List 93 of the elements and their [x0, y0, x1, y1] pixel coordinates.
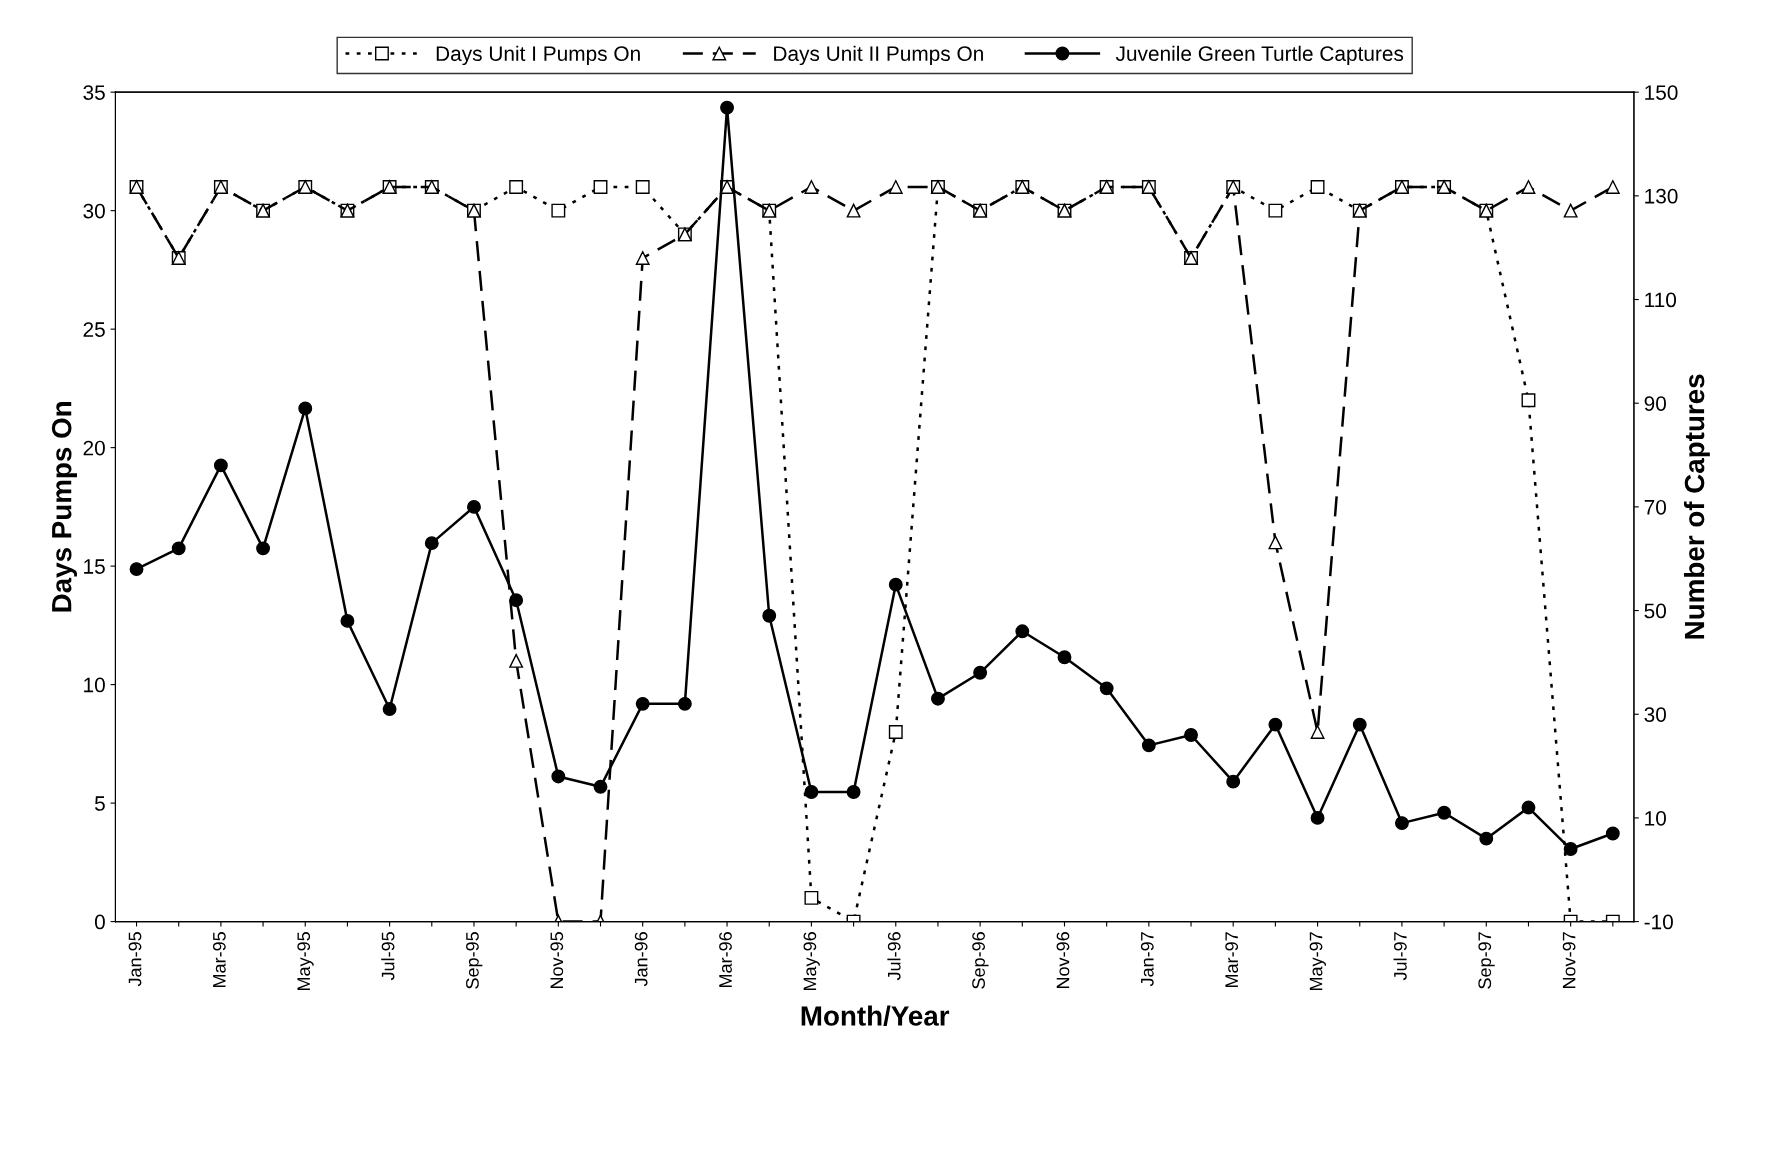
point [1184, 728, 1198, 742]
y2-tick-label: 90 [1644, 396, 1666, 411]
x-tick-label: Mar-95 [212, 932, 226, 988]
y2-tick-label: 110 [1645, 292, 1677, 308]
point [635, 696, 650, 711]
point [1268, 535, 1283, 550]
point [129, 562, 144, 577]
legend-label: Days Unit II Pumps On [774, 45, 983, 66]
point [1141, 738, 1156, 753]
point [762, 608, 777, 623]
point [1605, 826, 1620, 841]
point [424, 536, 439, 551]
point [593, 180, 608, 194]
y2-tick-label: 150 [1645, 85, 1678, 100]
point [973, 665, 988, 680]
point [213, 458, 228, 473]
point [635, 251, 650, 265]
point [509, 653, 524, 668]
y2-axis-title: Number of Captures [1683, 374, 1710, 639]
point [1521, 800, 1536, 815]
point [1605, 180, 1620, 194]
point [1226, 774, 1241, 789]
point [888, 180, 903, 194]
point [1268, 717, 1283, 732]
point [1268, 203, 1283, 218]
x-tick-label: Sep-96 [972, 932, 989, 989]
x-tick-label: Nov-97 [1562, 932, 1576, 989]
point [340, 613, 355, 628]
y2-tick-label: 130 [1645, 188, 1678, 204]
x-tick-label: Sep-97 [1478, 932, 1495, 989]
x-tick-label: Jan-97 [1140, 932, 1154, 987]
y2-tick-label: 30 [1644, 707, 1666, 722]
point [846, 203, 861, 218]
x-tick-label: May-97 [1309, 932, 1326, 991]
point [1310, 810, 1325, 825]
x-tick-label: Nov-96 [1056, 932, 1070, 989]
x-tick-label: Sep-95 [466, 932, 483, 989]
point [931, 691, 945, 706]
point [1479, 831, 1494, 846]
y2-tick-label: -10 [1644, 914, 1673, 930]
y-tick-label: 25 [83, 322, 105, 337]
point [509, 593, 524, 608]
y-tick-label: 0 [94, 914, 105, 930]
point [846, 785, 861, 799]
point [551, 203, 566, 218]
point [1394, 816, 1409, 831]
y-tick-label: 30 [83, 203, 105, 219]
x-tick-label: Mar-96 [719, 932, 732, 988]
point [804, 180, 819, 194]
point [467, 499, 481, 514]
point [509, 180, 524, 194]
legend-label: Days Unit I Pumps On [436, 45, 640, 66]
x-tick-label: Mar-97 [1225, 932, 1239, 988]
legend-label: Juvenile Green Turtle Captures [1115, 45, 1404, 66]
point [1310, 180, 1325, 194]
x-tick-label: Jul-95 [381, 932, 395, 981]
point [888, 577, 903, 592]
y-tick-label: 20 [83, 440, 105, 456]
y-tick-label: 5 [94, 796, 105, 811]
x-tick-label: Nov-95 [550, 932, 564, 989]
point [635, 180, 650, 194]
y-tick-label: 10 [84, 677, 105, 693]
point [1437, 805, 1452, 820]
y-tick-label: 35 [83, 85, 105, 100]
point [593, 779, 608, 794]
x-tick-label: May-95 [297, 932, 314, 991]
point [1521, 393, 1536, 408]
x-tick-label: Jan-95 [128, 932, 142, 987]
point [298, 401, 313, 416]
x-axis-title: Month/Year [801, 1005, 950, 1027]
point [382, 702, 397, 717]
point [256, 541, 271, 556]
x-tick-label: Jul-96 [887, 932, 901, 981]
y2-tick-label: 10 [1645, 810, 1666, 826]
point [1563, 842, 1578, 856]
point [1352, 717, 1367, 732]
point [551, 769, 566, 784]
point [1099, 681, 1114, 696]
point [804, 785, 819, 799]
x-tick-label: Jul-97 [1393, 932, 1407, 981]
point [1015, 624, 1030, 639]
point [1563, 203, 1578, 218]
x-tick-label: May-96 [803, 932, 820, 991]
point [1057, 650, 1072, 665]
point [677, 696, 692, 711]
point [720, 100, 734, 115]
y-tick-label: 15 [84, 559, 105, 574]
point [171, 541, 186, 556]
y2-tick-label: 70 [1644, 499, 1666, 515]
y-axis-title: Days Pumps On [51, 402, 77, 612]
y2-tick-label: 50 [1644, 603, 1666, 619]
x-tick-label: Jan-96 [634, 932, 648, 987]
point [1521, 180, 1536, 194]
